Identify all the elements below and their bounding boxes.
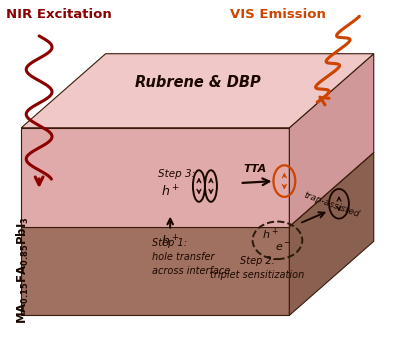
Text: $h^+$: $h^+$: [262, 227, 279, 242]
Text: Step 3:: Step 3:: [158, 169, 195, 179]
Polygon shape: [289, 54, 374, 226]
Polygon shape: [21, 54, 374, 128]
Text: NIR Excitation: NIR Excitation: [6, 8, 112, 21]
Text: Rubrene & DBP: Rubrene & DBP: [135, 75, 260, 90]
Polygon shape: [21, 226, 289, 316]
Text: $\mathbf{MA_{0.15}FA_{0.85}PbI_3}$: $\mathbf{MA_{0.15}FA_{0.85}PbI_3}$: [15, 216, 32, 324]
Polygon shape: [289, 152, 374, 316]
Polygon shape: [21, 152, 374, 226]
Text: $h^+$: $h^+$: [161, 185, 180, 200]
Text: VIS Emission: VIS Emission: [230, 8, 326, 21]
Text: Step 1:
hole transfer
across interface: Step 1: hole transfer across interface: [152, 238, 230, 276]
Text: $e^-$: $e^-$: [275, 242, 292, 253]
Polygon shape: [21, 128, 289, 226]
Text: trap-assisted: trap-assisted: [302, 190, 361, 219]
Text: Step 2:
triplet sensitization: Step 2: triplet sensitization: [210, 256, 305, 280]
Text: $h^+$: $h^+$: [161, 234, 180, 250]
Text: TTA: TTA: [244, 164, 267, 174]
